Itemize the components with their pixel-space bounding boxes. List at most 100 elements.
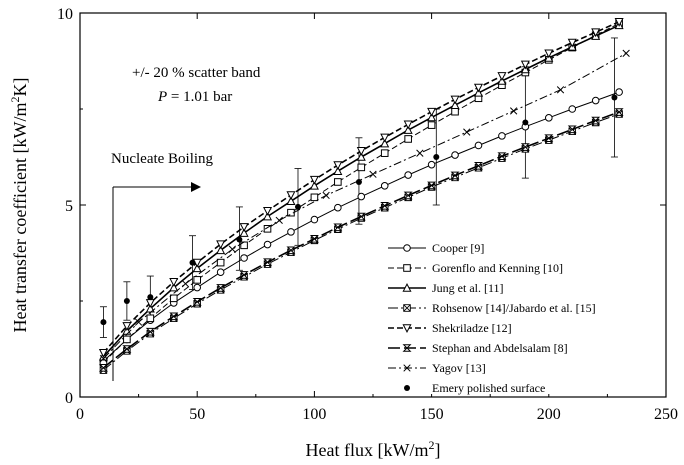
data-point: [568, 105, 577, 113]
legend: Cooper [9] Gorenflo and Kenning [10] Jung …: [381, 234, 648, 395]
data-point: [228, 245, 237, 253]
data-point: [286, 196, 296, 205]
x-tick-label: 150: [420, 406, 444, 423]
data-point: [169, 278, 179, 287]
data-point: [309, 180, 319, 190]
data-point: [263, 206, 273, 216]
data-point: [450, 100, 460, 109]
data-point: [216, 284, 226, 292]
data-point: [169, 282, 179, 292]
data-point: [356, 212, 366, 221]
data-point: [463, 128, 471, 136]
data-point: [545, 114, 553, 122]
data-point: [192, 263, 202, 273]
data-point: [498, 132, 506, 140]
x-tick-label: 50: [189, 406, 205, 423]
data-point: [333, 166, 343, 176]
data-point: [357, 163, 366, 172]
data-point: [520, 143, 530, 151]
data-point: [369, 170, 377, 178]
data-point: [181, 280, 190, 288]
series-layer: [98, 18, 630, 374]
data-point: [122, 322, 132, 331]
data-point: [310, 215, 319, 224]
data-point: [416, 149, 424, 157]
data-point: [122, 345, 132, 353]
data-point: [134, 318, 143, 326]
data-point: [497, 72, 507, 81]
data-point: [427, 112, 437, 122]
data-point: [380, 133, 390, 143]
data-point: [509, 107, 518, 115]
data-point: [287, 228, 295, 236]
legend-label: Shekriladze [12]: [432, 321, 512, 335]
data-point: [333, 223, 343, 232]
data-point: [239, 271, 249, 279]
legend-entry: Rohsenow [14]/Jabardo et al. [15]: [388, 301, 596, 315]
series-4: [98, 18, 624, 358]
data-point: [622, 49, 630, 57]
legend-entry: Gorenflo and Kenning [10]: [388, 261, 563, 275]
data-point: [567, 125, 577, 134]
x-tick-label: 250: [654, 406, 678, 423]
legend-entry: Emery polished surface: [404, 381, 545, 395]
data-point: [380, 149, 389, 157]
data-point: [98, 364, 108, 372]
data-point: [614, 18, 624, 27]
nucleate-boiling-annotation: Nucleate Boiling: [111, 151, 214, 167]
data-point: [427, 160, 436, 169]
data-point: [450, 171, 460, 180]
data-point: [356, 152, 366, 161]
data-point: [100, 319, 107, 326]
data-point: [427, 107, 437, 117]
data-point: [333, 161, 343, 171]
data-point: [380, 138, 390, 148]
data-point: [123, 335, 131, 344]
data-point: [474, 141, 483, 150]
data-point: [450, 95, 460, 105]
y-tick-label: 5: [65, 198, 73, 215]
data-point: [522, 119, 529, 126]
data-point: [451, 151, 459, 159]
data-point: [193, 276, 201, 284]
y-tick-label: 10: [57, 6, 73, 23]
data-point: [473, 83, 483, 93]
scatter-band-annotation: +/- 20 % scatter band: [132, 65, 261, 81]
data-point: [473, 162, 483, 170]
data-point: [239, 228, 249, 237]
data-point: [380, 201, 390, 210]
legend-entry: Stephan and Abdelsalam [8]: [388, 341, 568, 355]
legend-box: [381, 234, 648, 394]
legend-label: Yagov [13]: [432, 361, 486, 375]
data-point: [427, 181, 437, 190]
nucleate-boiling-arrow: [112, 182, 201, 381]
data-point: [147, 294, 154, 301]
data-point: [98, 349, 108, 358]
data-point: [239, 223, 249, 232]
data-point: [520, 60, 530, 70]
data-point: [402, 283, 412, 292]
data-point: [403, 264, 411, 272]
data-point: [544, 134, 554, 142]
data-point: [309, 234, 319, 243]
data-point: [309, 175, 319, 185]
data-point: [216, 268, 225, 277]
data-point: [591, 116, 601, 125]
data-point: [614, 108, 624, 116]
data-point: [236, 236, 243, 243]
data-point: [380, 182, 389, 190]
series-5: [98, 108, 624, 372]
data-point: [286, 246, 296, 255]
data-point: [591, 96, 600, 105]
legend-label: Stephan and Abdelsalam [8]: [432, 341, 568, 355]
data-point: [334, 178, 342, 186]
data-point: [544, 49, 554, 59]
data-point: [99, 354, 108, 363]
series-line: [103, 52, 627, 359]
data-point: [146, 314, 155, 323]
data-point: [403, 364, 411, 372]
data-point: [404, 135, 412, 143]
data-point: [216, 258, 225, 267]
legend-label: Gorenflo and Kenning [10]: [432, 261, 563, 275]
